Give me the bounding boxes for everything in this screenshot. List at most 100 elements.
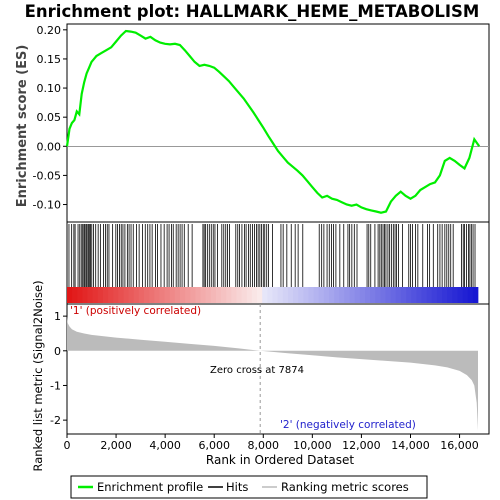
rank-band-segment <box>334 287 340 303</box>
legend-enrichment-label: Enrichment profile <box>97 480 203 494</box>
rank-band-segment <box>375 287 381 303</box>
enrichment-panel: 0.20 0.15 0.10 0.05 0.00 -0.05 -0.10 Enrichmen… <box>15 23 490 223</box>
rank-band-segment <box>385 287 392 303</box>
rank-band-segment <box>400 287 407 303</box>
x-tick-label: 16,000 <box>440 439 479 452</box>
rank-band-segment <box>313 287 320 303</box>
rank-band-segment <box>118 287 124 303</box>
rank-band-segment <box>190 287 196 303</box>
rank-band-segment <box>364 287 371 303</box>
rank-band-segment <box>123 287 130 303</box>
rank-band-segment <box>92 287 99 303</box>
rank-band-segment <box>169 287 176 303</box>
rank-band-segment <box>97 287 104 303</box>
es-y-axis-label: Enrichment score (ES) <box>15 45 30 208</box>
rank-band-segment <box>421 287 427 303</box>
metric-y-tick-label: -1 <box>50 379 61 392</box>
legend-ranking-label: Ranking metric scores <box>281 480 409 494</box>
rank-band-segment <box>406 287 412 303</box>
es-y-tick-label: 0.00 <box>37 140 62 153</box>
rank-band-segment <box>349 287 356 303</box>
rank-band-segment <box>82 287 88 303</box>
rank-band-segment <box>426 287 433 303</box>
legend: Enrichment profile Hits Ranking metric s… <box>70 475 428 499</box>
rank-color-band <box>67 287 479 303</box>
metric-panel: 1 0 -1 -2 0 2,000 4,000 6,000 8,000 10,000 12,000… <box>31 280 490 472</box>
enrichment-panel-frame <box>66 23 490 223</box>
ranking-metric-area <box>67 316 478 431</box>
rank-band-segment <box>390 287 397 303</box>
legend-frame <box>70 475 428 499</box>
x-tick-label: 8,000 <box>248 439 280 452</box>
rank-band-segment <box>354 287 361 303</box>
metric-y-tick-label: -2 <box>50 414 61 427</box>
rank-band-segment <box>431 287 438 303</box>
rank-band-segment <box>138 287 145 303</box>
es-y-axis: 0.20 0.15 0.10 0.05 0.00 -0.05 -0.10 <box>33 24 67 212</box>
rank-band-segment <box>87 287 94 303</box>
rank-band-segment <box>251 287 258 303</box>
x-tick-label: 4,000 <box>149 439 181 452</box>
rank-band-segment <box>205 287 212 303</box>
x-tick-label: 6,000 <box>198 439 230 452</box>
rank-band-segment <box>339 287 345 303</box>
rank-band-segment <box>210 287 217 303</box>
rank-band-segment <box>370 287 376 303</box>
rank-band-segment <box>411 287 417 303</box>
zero-cross-label: Zero cross at 7874 <box>210 365 304 376</box>
rank-band-segment <box>241 287 248 303</box>
metric-y-tick-label: 0 <box>54 345 61 358</box>
rank-band-segment <box>287 287 294 303</box>
es-y-tick-label: 0.10 <box>37 82 62 95</box>
rank-band-segment <box>159 287 166 303</box>
enrichment-profile-line <box>65 29 481 214</box>
rank-band-segment <box>246 287 253 303</box>
rank-band-segment <box>359 287 366 303</box>
rank-band-segment <box>195 287 201 303</box>
rank-band-segment <box>149 287 155 303</box>
rank-band-segment <box>128 287 135 303</box>
rank-band-segment <box>472 287 479 303</box>
rank-band-segment <box>231 287 237 303</box>
rank-band-segment <box>416 287 422 303</box>
rank-band-segment <box>221 287 227 303</box>
rank-band-segment <box>215 287 222 303</box>
x-tick-label: 10,000 <box>293 439 332 452</box>
es-y-tick-label: 0.20 <box>37 24 62 37</box>
rank-band-segment <box>303 287 309 303</box>
rank-band-segment <box>395 287 402 303</box>
rank-band-segment <box>236 287 243 303</box>
rank-band-segment <box>323 287 330 303</box>
es-y-tick-label: -0.05 <box>33 169 61 182</box>
hits-panel <box>66 221 490 305</box>
rank-band-segment <box>133 287 140 303</box>
x-tick-label: 14,000 <box>391 439 430 452</box>
positive-correlation-label: '1' (positively correlated) <box>70 305 201 317</box>
es-y-tick-label: -0.10 <box>33 199 61 212</box>
rank-band-segment <box>180 287 186 303</box>
rank-band-segment <box>467 287 474 303</box>
rank-band-segment <box>436 287 443 303</box>
rank-band-segment <box>318 287 325 303</box>
x-tick-label: 12,000 <box>342 439 381 452</box>
rank-band-segment <box>452 287 458 303</box>
rank-band-segment <box>226 287 232 303</box>
rank-band-segment <box>298 287 304 303</box>
es-y-tick-label: 0.05 <box>37 111 62 124</box>
rank-band-segment <box>462 287 469 303</box>
rank-band-segment <box>457 287 463 303</box>
rank-band-segment <box>267 287 273 303</box>
negative-correlation-label: '2' (negatively correlated) <box>280 419 416 431</box>
x-tick-label: 2,000 <box>100 439 132 452</box>
legend-hits-label: Hits <box>226 480 248 494</box>
rank-band-segment <box>67 287 73 303</box>
rank-band-segment <box>257 287 263 303</box>
rank-band-segment <box>164 287 171 303</box>
rank-band-segment <box>308 287 314 303</box>
rank-band-segment <box>293 287 299 303</box>
x-axis: 0 2,000 4,000 6,000 8,000 10,000 12,000 14,000 1… <box>64 434 479 452</box>
metric-y-tick-label: 1 <box>54 310 61 323</box>
rank-band-segment <box>200 287 207 303</box>
x-axis-label: Rank in Ordered Dataset <box>206 453 354 467</box>
